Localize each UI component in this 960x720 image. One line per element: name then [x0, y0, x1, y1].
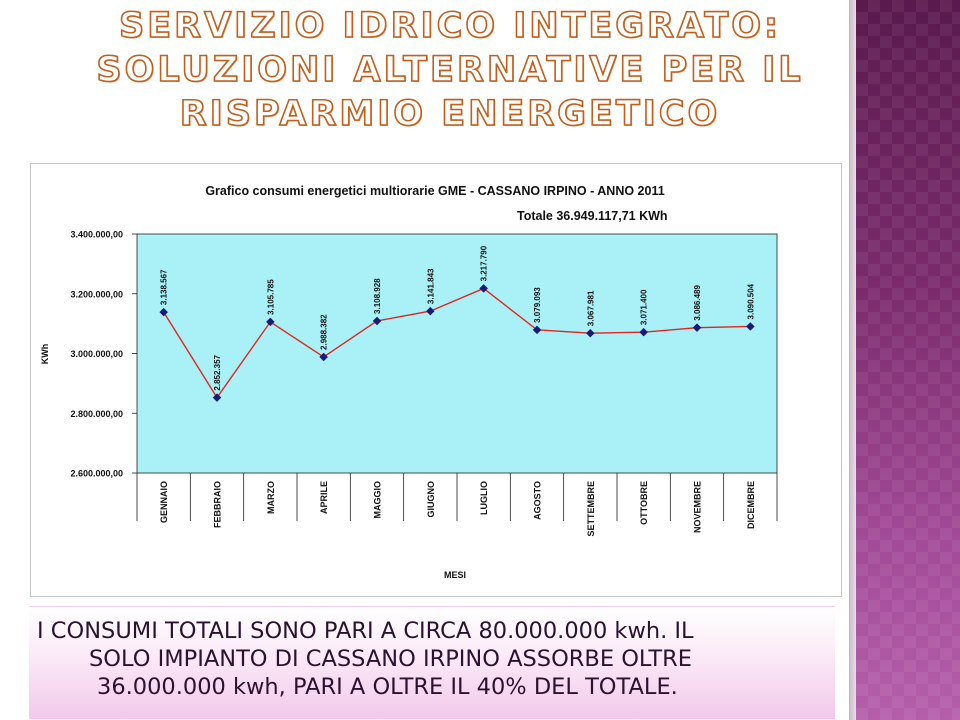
- data-point: [372, 316, 382, 326]
- data-label: 3.079.093: [533, 287, 542, 323]
- chart-subtitle: Totale 36.949.117,71 KWh: [517, 209, 668, 223]
- x-tick-label: GENNAIO: [159, 481, 169, 523]
- summary-text: I CONSUMI TOTALI SONO PARI A CIRCA 80.00…: [29, 607, 835, 701]
- data-label: 3.138.567: [160, 269, 169, 305]
- data-point: [692, 323, 702, 333]
- data-label: 3.141.843: [426, 268, 435, 304]
- y-tick-label: 2.600.000,00: [70, 469, 123, 479]
- decorative-sidebar: [856, 0, 960, 720]
- x-tick-label: OTTOBRE: [639, 481, 649, 525]
- x-tick-label: APRILE: [319, 481, 329, 514]
- y-tick-label: 3.400.000,00: [70, 230, 123, 240]
- x-tick-label: GIUGNO: [426, 481, 436, 518]
- series-line: 3.138.567 2.852.357 3.105.785 2.988.382 3.10…: [159, 245, 755, 402]
- x-tick-label: MARZO: [266, 481, 276, 514]
- data-point: [159, 307, 169, 317]
- data-label: 3.108.928: [373, 278, 382, 314]
- summary-box: I CONSUMI TOTALI SONO PARI A CIRCA 80.00…: [29, 606, 835, 719]
- y-axis: 2.600.000,00 2.800.000,00 3.000.000,00 3.20…: [70, 230, 137, 479]
- x-tick-label: DICEMBRE: [746, 481, 756, 529]
- sidebar-edge: [849, 0, 856, 720]
- y-tick-label: 2.800.000,00: [70, 409, 123, 419]
- title-line-3: RISPARMIO ENERGETICO: [179, 93, 721, 135]
- x-tick-label: NOVEMBRE: [693, 481, 703, 533]
- data-point: [212, 393, 222, 402]
- data-label: 3.090.504: [746, 283, 755, 319]
- data-label: 3.071.400: [640, 289, 649, 325]
- data-point: [319, 352, 329, 362]
- data-label: 2.852.357: [213, 354, 222, 390]
- series-path: [163, 287, 751, 399]
- data-point: [585, 328, 595, 338]
- title-line-2: SOLUZIONI ALTERNATIVE PER IL: [96, 49, 804, 91]
- data-point: [532, 325, 542, 335]
- x-tick-label: MAGGIO: [373, 481, 383, 519]
- x-tick-label: SETTEMBRE: [586, 481, 596, 537]
- data-point: [479, 284, 489, 293]
- x-axis-label: MESI: [444, 570, 466, 580]
- x-tick-label: FEBBRAIO: [213, 481, 223, 528]
- chart-frame: Grafico consumi energetici multiorarie G…: [30, 163, 842, 597]
- summary-line-3: 36.000.000 kwh, PARI A OLTRE IL 40% DEL …: [97, 674, 678, 700]
- data-label: 3.105.785: [266, 279, 275, 315]
- chart-title: Grafico consumi energetici multiorarie G…: [205, 184, 664, 198]
- data-point: [745, 322, 755, 331]
- data-label: 2.988.382: [320, 314, 329, 350]
- line-chart: Grafico consumi energetici multiorarie G…: [40, 184, 778, 580]
- x-axis: GENNAIO FEBBRAIO MARZO APRILE MAGGIO GIUGNO LU…: [136, 473, 778, 537]
- slide-title: SERVIZIO IDRICO INTEGRATO: SOLUZIONI ALT…: [60, 4, 840, 136]
- x-tick-label: LUGLIO: [479, 481, 489, 515]
- summary-line-1: I CONSUMI TOTALI SONO PARI A CIRCA 80.00…: [37, 618, 694, 644]
- data-label: 3.067.981: [586, 290, 595, 326]
- data-point: [639, 327, 649, 337]
- data-label: 3.217.790: [480, 245, 489, 281]
- data-point: [265, 317, 275, 327]
- data-point: [425, 306, 435, 316]
- y-tick-label: 3.000.000,00: [70, 349, 123, 359]
- y-axis-label: KWh: [40, 344, 50, 365]
- summary-line-2: SOLO IMPIANTO DI CASSANO IRPINO ASSORBE …: [89, 646, 692, 672]
- y-tick-label: 3.200.000,00: [70, 289, 123, 299]
- plot-area: [136, 233, 778, 474]
- title-line-1: SERVIZIO IDRICO INTEGRATO:: [118, 5, 781, 47]
- data-label: 3.086.489: [693, 285, 702, 321]
- x-tick-label: AGOSTO: [533, 481, 543, 520]
